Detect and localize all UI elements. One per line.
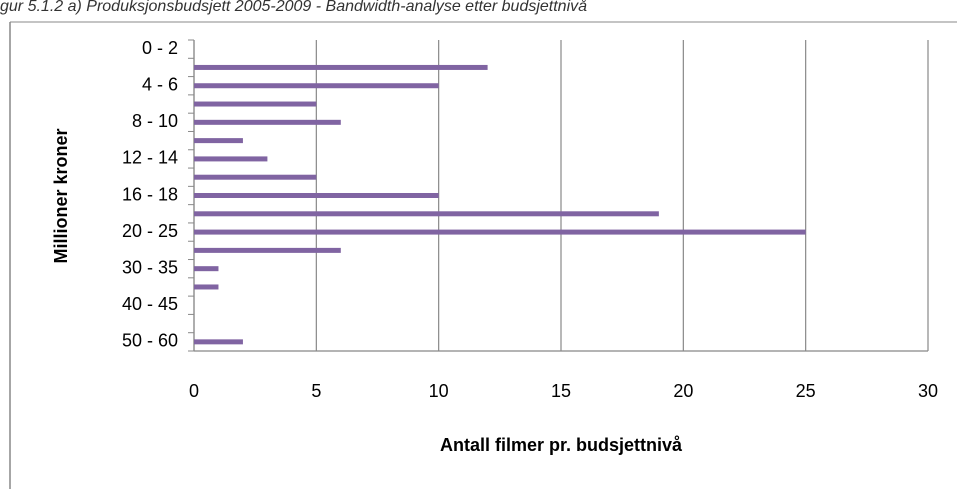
bar	[194, 266, 219, 272]
bar	[194, 284, 219, 290]
bar	[194, 193, 439, 198]
x-tick-label: 0	[189, 381, 199, 401]
y-tick-label: 40 - 45	[122, 294, 178, 314]
x-axis-title: Antall filmer pr. budsjettnivå	[440, 435, 683, 455]
y-tick-label: 4 - 6	[142, 74, 178, 94]
y-tick-label: 20 - 25	[122, 221, 178, 241]
y-axis-title: Millioner kroner	[51, 128, 71, 263]
bar	[194, 83, 439, 89]
bar	[194, 138, 243, 144]
x-tick-label: 30	[918, 381, 938, 401]
x-tick-label: 25	[796, 381, 816, 401]
bar	[194, 339, 243, 345]
y-tick-label: 0 - 2	[142, 38, 178, 58]
bar	[194, 211, 659, 217]
bar	[194, 64, 488, 70]
y-tick-label: 30 - 35	[122, 257, 178, 277]
x-tick-label: 20	[673, 381, 693, 401]
bar	[194, 229, 806, 235]
y-tick-label: 16 - 18	[122, 184, 178, 204]
y-tick-label: 8 - 10	[132, 111, 178, 131]
bar	[194, 247, 341, 253]
y-tick-label: 12 - 14	[122, 148, 178, 168]
x-tick-label: 10	[429, 381, 449, 401]
x-tick-label: 15	[551, 381, 571, 401]
x-tick-label: 5	[311, 381, 321, 401]
bar	[194, 119, 341, 125]
bar	[194, 156, 268, 162]
chart-title: gur 5.1.2 a) Produksjonsbudsjett 2005-20…	[0, 0, 587, 15]
bar	[194, 101, 317, 107]
y-tick-label: 50 - 60	[122, 331, 178, 351]
bar	[194, 174, 317, 180]
